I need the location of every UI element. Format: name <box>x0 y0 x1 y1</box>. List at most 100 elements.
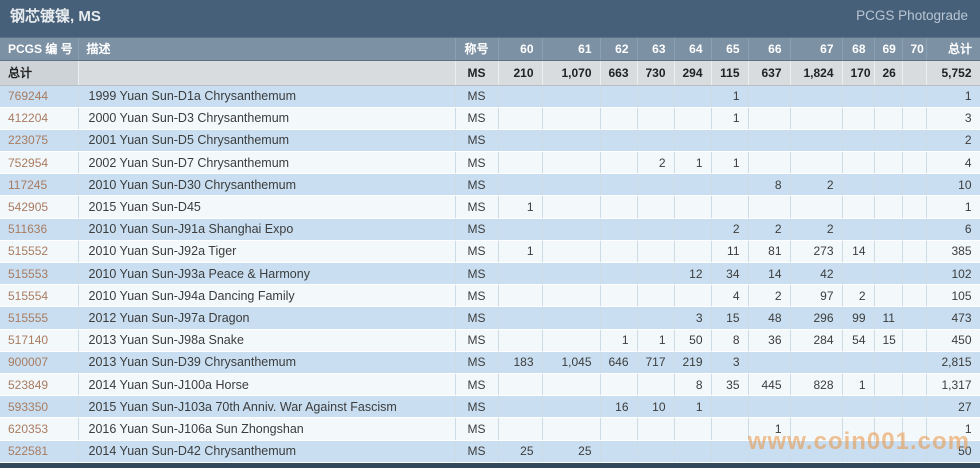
grade-count-cell <box>874 107 903 130</box>
designation-cell: MS <box>455 306 499 330</box>
grade-count-cell <box>711 440 749 463</box>
grade-count-cell <box>842 218 875 241</box>
pcgs-number-link[interactable]: 515555 <box>0 306 79 330</box>
grade-count-cell <box>748 151 791 175</box>
table-row: 412204 2000 Yuan Sun-D3 Chrysanthemum MS 1 3 <box>0 107 980 130</box>
grade-count-cell: 284 <box>790 329 843 352</box>
pcgs-number-link[interactable]: 769244 <box>0 85 79 108</box>
coin-description: 2012 Yuan Sun-J97a Dragon <box>78 306 456 330</box>
grade-count-cell <box>674 195 712 219</box>
grade-count-cell <box>842 129 875 153</box>
pcgs-number-link[interactable]: 515553 <box>0 262 79 286</box>
table-row: 117245 2010 Yuan Sun-D30 Chrysanthemum MS 8… <box>0 173 980 197</box>
grade-count-cell <box>542 329 601 352</box>
table-row: 523849 2014 Yuan Sun-J100a Horse MS 8 35 445 8… <box>0 373 980 397</box>
grade-count-cell <box>600 151 638 175</box>
coin-description: 2013 Yuan Sun-J98a Snake <box>78 329 456 352</box>
table-row: 223075 2001 Yuan Sun-D5 Chrysanthemum MS 2 <box>0 129 980 153</box>
table-row: 515555 2012 Yuan Sun-J97a Dragon MS 3 15 48 29… <box>0 306 980 330</box>
grade-count-cell: 1 <box>711 151 749 175</box>
row-total-cell: 105 <box>926 284 980 308</box>
grade-count-cell <box>498 284 543 308</box>
column-header-grade-68: 68 <box>842 38 875 61</box>
table-row: 522581 2014 Yuan Sun-D42 Chrysanthemum MS 2… <box>0 440 980 463</box>
row-total-cell: 385 <box>926 240 980 264</box>
row-total-cell: 1 <box>926 85 980 108</box>
grade-count-cell <box>637 218 675 241</box>
grade-count-cell <box>790 351 843 374</box>
designation-cell: MS <box>455 240 499 264</box>
grade-count-cell <box>842 417 875 441</box>
totals-grade-count: 210 <box>498 60 543 86</box>
grade-count-cell: 2 <box>842 284 875 308</box>
table-row: 900007 2013 Yuan Sun-D39 Chrysanthemum MS 1… <box>0 351 980 374</box>
column-header-grade-61: 61 <box>542 38 601 61</box>
grade-count-cell <box>600 306 638 330</box>
pcgs-number-link[interactable]: 515554 <box>0 284 79 308</box>
pcgs-number-link[interactable]: 752954 <box>0 151 79 175</box>
grade-count-cell <box>498 417 543 441</box>
grade-count-cell <box>902 351 927 374</box>
grade-count-cell: 25 <box>498 440 543 463</box>
totals-description <box>78 60 456 86</box>
table-row: 752954 2002 Yuan Sun-D7 Chrysanthemum MS 2 1… <box>0 151 980 175</box>
grade-count-cell: 48 <box>748 306 791 330</box>
coin-description: 2013 Yuan Sun-D39 Chrysanthemum <box>78 351 456 374</box>
pcgs-number-link[interactable]: 511636 <box>0 218 79 241</box>
grade-count-cell <box>637 262 675 286</box>
column-header-designation: 称号 <box>455 38 499 61</box>
grade-count-cell: 11 <box>711 240 749 264</box>
pcgs-number-link[interactable]: 900007 <box>0 351 79 374</box>
grade-count-cell <box>674 85 712 108</box>
totals-grand-total: 5,752 <box>926 60 980 86</box>
photograde-link[interactable]: PCGS Photograde <box>856 8 968 23</box>
row-total-cell: 6 <box>926 218 980 241</box>
column-header-grade-70: 70 <box>902 38 927 61</box>
totals-grade-count: 1,824 <box>790 60 843 86</box>
designation-cell: MS <box>455 262 499 286</box>
pcgs-number-link[interactable]: 542905 <box>0 195 79 219</box>
grade-count-cell <box>842 195 875 219</box>
pcgs-number-link[interactable]: 593350 <box>0 395 79 419</box>
totals-row: 总计 MS 210 1,070 663 730 294 115 637 1,824 170 26 5,7… <box>0 60 980 86</box>
grade-count-cell: 25 <box>542 440 601 463</box>
grade-count-cell: 11 <box>874 306 903 330</box>
pcgs-number-link[interactable]: 412204 <box>0 107 79 130</box>
grade-count-cell: 1 <box>600 329 638 352</box>
coin-description: 1999 Yuan Sun-D1a Chrysanthemum <box>78 85 456 108</box>
designation-cell: MS <box>455 107 499 130</box>
table-row: 515552 2010 Yuan Sun-J92a Tiger MS 1 11 81 273… <box>0 240 980 264</box>
grade-count-cell <box>498 395 543 419</box>
grade-count-cell: 1 <box>498 195 543 219</box>
pcgs-number-link[interactable]: 523849 <box>0 373 79 397</box>
grade-count-cell <box>498 306 543 330</box>
grade-count-cell <box>902 195 927 219</box>
pcgs-number-link[interactable]: 223075 <box>0 129 79 153</box>
table-row: 511636 2010 Yuan Sun-J91a Shanghai Expo MS… <box>0 218 980 241</box>
pcgs-number-link[interactable]: 620353 <box>0 417 79 441</box>
pcgs-number-link[interactable]: 517140 <box>0 329 79 352</box>
grade-count-cell <box>711 417 749 441</box>
row-total-cell: 1 <box>926 195 980 219</box>
grade-count-cell <box>674 240 712 264</box>
row-total-cell: 102 <box>926 262 980 286</box>
grade-count-cell <box>498 329 543 352</box>
grade-count-cell: 273 <box>790 240 843 264</box>
grade-count-cell <box>748 440 791 463</box>
grade-count-cell <box>874 240 903 264</box>
grade-count-cell <box>637 107 675 130</box>
coin-description: 2014 Yuan Sun-J100a Horse <box>78 373 456 397</box>
pcgs-number-link[interactable]: 117245 <box>0 173 79 197</box>
pcgs-number-link[interactable]: 522581 <box>0 440 79 463</box>
totals-designation: MS <box>455 60 499 86</box>
grade-count-cell <box>711 173 749 197</box>
grade-count-cell <box>637 440 675 463</box>
grade-count-cell <box>874 395 903 419</box>
pcgs-number-link[interactable]: 515552 <box>0 240 79 264</box>
grade-count-cell: 1,045 <box>542 351 601 374</box>
grade-count-cell <box>902 85 927 108</box>
grade-count-cell <box>637 240 675 264</box>
grade-count-cell: 1 <box>674 395 712 419</box>
grade-count-cell <box>542 284 601 308</box>
